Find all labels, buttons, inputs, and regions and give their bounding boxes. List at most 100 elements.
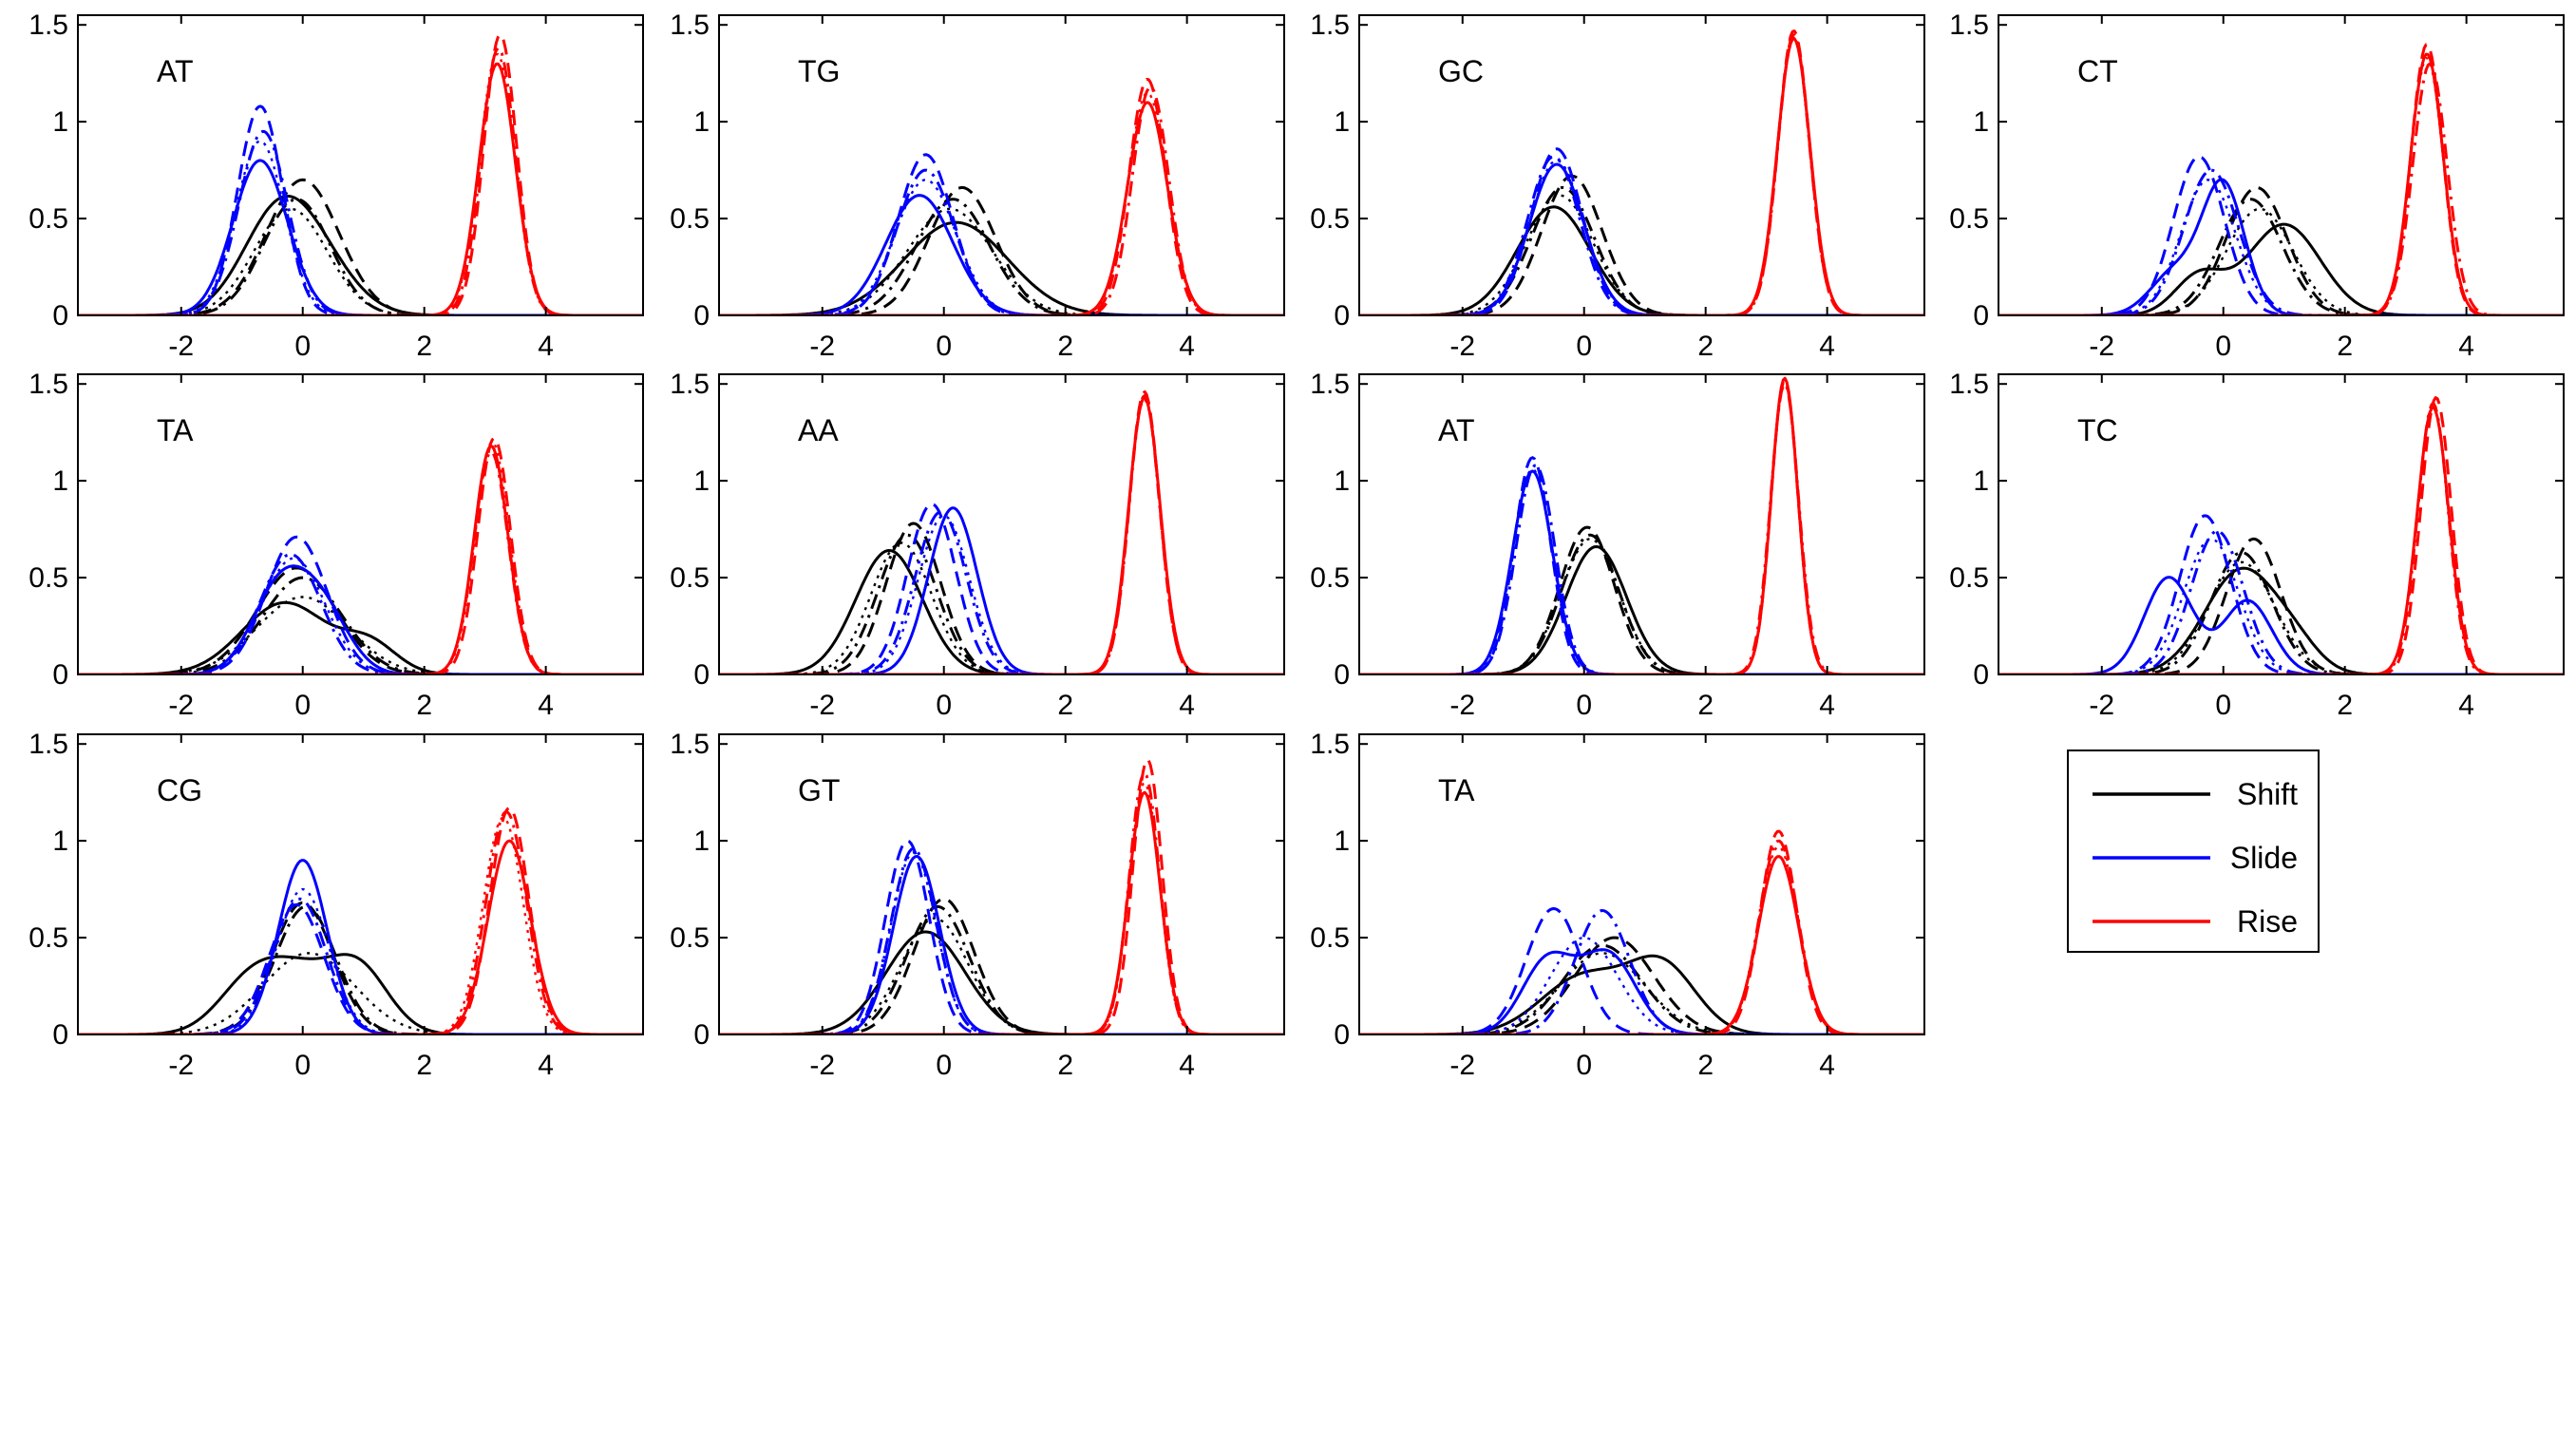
- legend-box: [2067, 749, 2320, 953]
- x-tick-label: -2: [1449, 690, 1475, 721]
- curve-shift-solid: [78, 953, 643, 1034]
- curve-shift-dashed: [719, 897, 1284, 1034]
- curve-rise-dashed: [78, 806, 643, 1034]
- plot-area: [78, 374, 643, 674]
- x-tick-label: 2: [1057, 331, 1073, 362]
- curve-shift-dashdot: [1998, 198, 2564, 315]
- curve-rise-dashdot: [78, 810, 643, 1034]
- y-tick-label: 1.5: [670, 369, 710, 400]
- y-tick-label: 1.5: [28, 369, 68, 400]
- y-tick-label: 1.5: [1310, 369, 1350, 400]
- y-tick-label: 0.5: [1949, 203, 1989, 235]
- y-tick-label: 1: [1334, 825, 1350, 857]
- y-tick-label: 0.5: [670, 562, 710, 594]
- panel-1: -2 0 2 4 0 0.5 1 1.5 AT: [28, 9, 644, 362]
- x-tick-label: 2: [1697, 690, 1714, 721]
- axes-frame: [718, 373, 1285, 675]
- x-tick-label: 0: [294, 1050, 311, 1081]
- panel-label: TA: [1438, 773, 1475, 807]
- plot-area: [719, 15, 1284, 315]
- panel-11: -2 0 2 4 0 0.5 1 1.5 TA: [1310, 729, 1925, 1081]
- y-tick-label: 1: [52, 465, 68, 497]
- legend-label-shift: Shift: [2237, 777, 2298, 811]
- x-tick-label: 0: [1576, 1050, 1592, 1081]
- curve-shift-dashed: [719, 185, 1284, 315]
- panel-7: -2 0 2 4 0 0.5 1 1.5 AT: [1310, 369, 1925, 721]
- curve-rise-dashdot: [719, 85, 1284, 315]
- x-tick-label: 2: [416, 331, 432, 362]
- plot-area: [1359, 15, 1924, 315]
- x-tick-label: -2: [809, 690, 835, 721]
- panel-label: GT: [798, 773, 840, 807]
- y-tick-label: 1: [1334, 465, 1350, 497]
- panel-label: AT: [157, 54, 194, 88]
- panel-2: -2 0 2 4 0 0.5 1 1.5 TG: [670, 9, 1285, 362]
- plot-area: [1998, 15, 2564, 315]
- panel-label: AT: [1438, 413, 1475, 447]
- panel-8: -2 0 2 4 0 0.5 1 1.5 TC: [1949, 369, 2565, 721]
- x-tick-label: -2: [168, 690, 194, 721]
- axes-frame: [1998, 14, 2565, 316]
- x-tick-label: 4: [1819, 331, 1835, 362]
- panel-9: -2 0 2 4 0 0.5 1 1.5 CG: [28, 729, 644, 1081]
- y-tick-label: 0.5: [670, 922, 710, 954]
- panel-label: CG: [157, 773, 202, 807]
- y-tick-label: 0: [52, 1019, 68, 1051]
- curve-slide-solid: [719, 506, 1284, 674]
- axes-frame: [1358, 373, 1925, 675]
- x-tick-label: 0: [1576, 690, 1592, 721]
- curve-slide-solid: [78, 564, 643, 674]
- x-tick-label: 2: [1057, 690, 1073, 721]
- x-tick-label: -2: [2089, 690, 2114, 721]
- axes-frame: [1358, 733, 1925, 1035]
- x-tick-label: 0: [2215, 331, 2231, 362]
- x-tick-label: 2: [2337, 690, 2353, 721]
- y-tick-label: 0: [1973, 300, 1989, 332]
- x-tick-label: 4: [538, 690, 554, 721]
- y-tick-label: 1: [52, 825, 68, 857]
- curve-rise-dashdot: [1998, 402, 2564, 674]
- curve-slide-dashed: [78, 535, 643, 674]
- x-tick-label: 4: [2458, 331, 2474, 362]
- curve-rise-solid: [78, 839, 643, 1034]
- curve-slide-dotted: [1998, 179, 2564, 315]
- panel-label: TG: [798, 54, 840, 88]
- panel-label: TA: [157, 413, 194, 447]
- y-tick-label: 0.5: [670, 203, 710, 235]
- curve-rise-dotted: [719, 398, 1284, 674]
- x-tick-label: 4: [1819, 1050, 1835, 1081]
- x-tick-label: 2: [1697, 331, 1714, 362]
- y-tick-label: 0.5: [1310, 562, 1350, 594]
- y-tick-label: 0.5: [1949, 562, 1989, 594]
- x-tick-label: -2: [2089, 331, 2114, 362]
- y-tick-label: 1: [52, 106, 68, 138]
- y-tick-label: 0: [693, 300, 710, 332]
- y-tick-label: 1: [1973, 465, 1989, 497]
- y-tick-label: 0.5: [1310, 203, 1350, 235]
- y-tick-label: 0: [1973, 659, 1989, 691]
- y-tick-label: 0: [693, 659, 710, 691]
- y-tick-label: 0: [1334, 300, 1350, 332]
- x-tick-label: -2: [168, 1050, 194, 1081]
- axes-frame: [718, 14, 1285, 316]
- curve-shift-solid: [1998, 222, 2564, 315]
- y-tick-label: 1: [693, 465, 710, 497]
- x-tick-label: 2: [1057, 1050, 1073, 1081]
- x-tick-label: -2: [1449, 331, 1475, 362]
- legend: Shift Slide Rise: [2067, 749, 2320, 953]
- y-tick-label: 1: [1334, 106, 1350, 138]
- curve-shift-dashdot: [1359, 533, 1924, 674]
- x-tick-label: 2: [416, 1050, 432, 1081]
- curve-rise-dashdot: [1998, 62, 2564, 315]
- y-tick-label: 0: [1334, 1019, 1350, 1051]
- curve-slide-dashdot: [1998, 529, 2564, 674]
- y-tick-label: 1.5: [670, 729, 710, 760]
- curve-shift-solid: [1998, 566, 2564, 674]
- curve-shift-solid: [1359, 205, 1924, 315]
- plot-area: [78, 15, 643, 315]
- y-tick-label: 0: [1334, 659, 1350, 691]
- curve-rise-dotted: [1359, 845, 1924, 1034]
- panel-label: CT: [2077, 54, 2118, 88]
- y-tick-label: 1: [693, 825, 710, 857]
